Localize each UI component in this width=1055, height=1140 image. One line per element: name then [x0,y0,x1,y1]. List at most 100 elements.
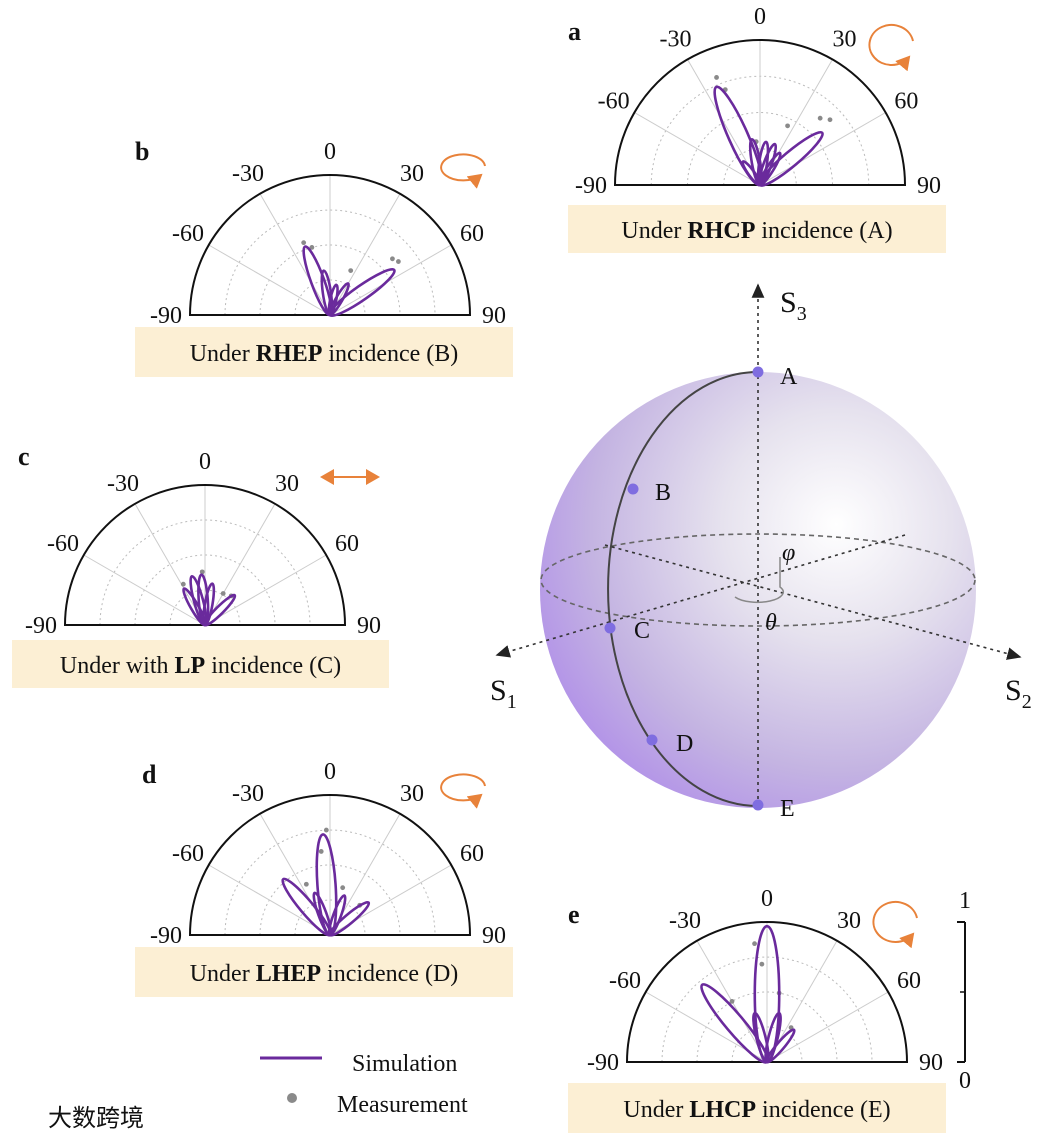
measurement-point [752,941,757,947]
measurement-point [729,998,735,1004]
measurement-point [220,591,226,596]
radial-grid [99,519,311,626]
angle-tick-label: 30 [837,908,861,934]
angle-tick-label: 0 [761,886,773,912]
angle-tick-label: 90 [917,173,941,199]
sphere-body [540,372,976,808]
caption-box [12,640,389,688]
angle-tick-label: -90 [575,173,607,199]
legend-meas-label: Measurement [337,1092,468,1118]
measurement-point [180,581,186,587]
angle-spoke [259,193,331,316]
angle-tick-label: 30 [400,161,424,187]
polar-frame [613,39,907,186]
angle-tick-label: -90 [587,1050,619,1076]
state-point [752,366,764,378]
angle-spoke [208,244,331,316]
angle-spoke [329,244,452,316]
angle-spoke [204,503,276,626]
state-point [604,622,616,634]
state-point [646,734,658,746]
caption-pre: Under with [60,653,175,679]
axis-label: S1 [490,674,517,713]
legend-sim-label: Simulation [352,1051,457,1077]
angle-tick-label: 60 [894,89,918,115]
angle-spoke [766,991,889,1063]
measurement-point [390,256,395,262]
caption: Under RHCP incidence (A) [621,218,892,244]
measurement-point [309,244,315,250]
polar-frame [188,174,472,316]
theta-label: θ [765,610,777,636]
polar-frame [188,794,472,936]
axis-label: S3 [780,286,807,325]
polarization-icon [868,23,914,72]
state-label: A [780,364,798,390]
angle-tick-label: 60 [897,968,921,994]
measurement-point [340,885,346,891]
state-label: D [676,731,693,757]
axis-letter: S [490,674,507,707]
angle-tick-label: -90 [150,303,182,329]
caption: Under LHCP incidence (E) [623,1097,890,1123]
angle-tick-label: 60 [460,841,484,867]
caption-pre: Under [190,341,256,367]
angle-tick-label: -60 [47,531,79,557]
radial-grid [661,956,873,1063]
simulation-lobe [312,891,333,937]
meridian [607,371,759,807]
angle-tick-label: 90 [482,923,506,949]
angle-tick-label: -30 [232,161,264,187]
caption-post: incidence (C) [205,653,341,679]
simulation-lobe [203,593,237,627]
caption-bold: LHEP [256,961,321,987]
angle-tick-label: 30 [275,471,299,497]
state-label: C [634,618,650,644]
caption-post: incidence (A) [755,218,892,244]
caption-bold: LHCP [689,1097,756,1123]
state-label: B [655,480,671,506]
angle-tick-label: 0 [324,759,336,785]
axis-letter: S [1005,674,1022,707]
state-point [752,799,764,811]
angle-tick-label: -90 [25,613,57,639]
caption-post: incidence (E) [756,1097,891,1123]
angle-tick-label: -60 [172,841,204,867]
angle-tick-label: -60 [172,221,204,247]
measurement-point [303,881,309,887]
angle-tick-label: 0 [324,139,336,165]
caption-post: incidence (D) [321,961,458,987]
radial-grid [294,279,366,316]
s2-axis [604,544,1022,660]
radial-tick-label: 0 [959,1068,971,1094]
polarization-icon [872,900,918,949]
angle-tick-label: 30 [400,781,424,807]
angle-tick-label: -30 [669,908,701,934]
radial-grid [169,589,241,626]
caption-post: incidence (B) [322,341,458,367]
caption-bold: LP [175,653,206,679]
simulation-lobe [741,160,762,187]
axis-letter: S [780,286,797,319]
simulation-lobe [315,833,338,937]
axis-label: S2 [1005,674,1032,713]
measurement-point [714,75,719,80]
polar-frame [625,921,909,1063]
radial-grid [294,899,366,936]
polarization-icon [440,773,486,809]
measurement-point [348,268,354,273]
panel-label: b [135,137,149,166]
s1-axis [495,534,906,658]
caption-bold: RHCP [687,218,755,244]
panel-label: a [568,17,581,46]
polarization-icon [440,153,486,189]
angle-tick-label: -30 [232,781,264,807]
polar-frame [63,484,347,626]
angle-tick-label: -30 [660,27,692,53]
state-label: E [780,796,795,822]
measurement-point [827,117,833,123]
measurement-point [395,259,401,264]
angle-spoke [634,112,761,186]
simulation-lobe [752,1011,770,1064]
